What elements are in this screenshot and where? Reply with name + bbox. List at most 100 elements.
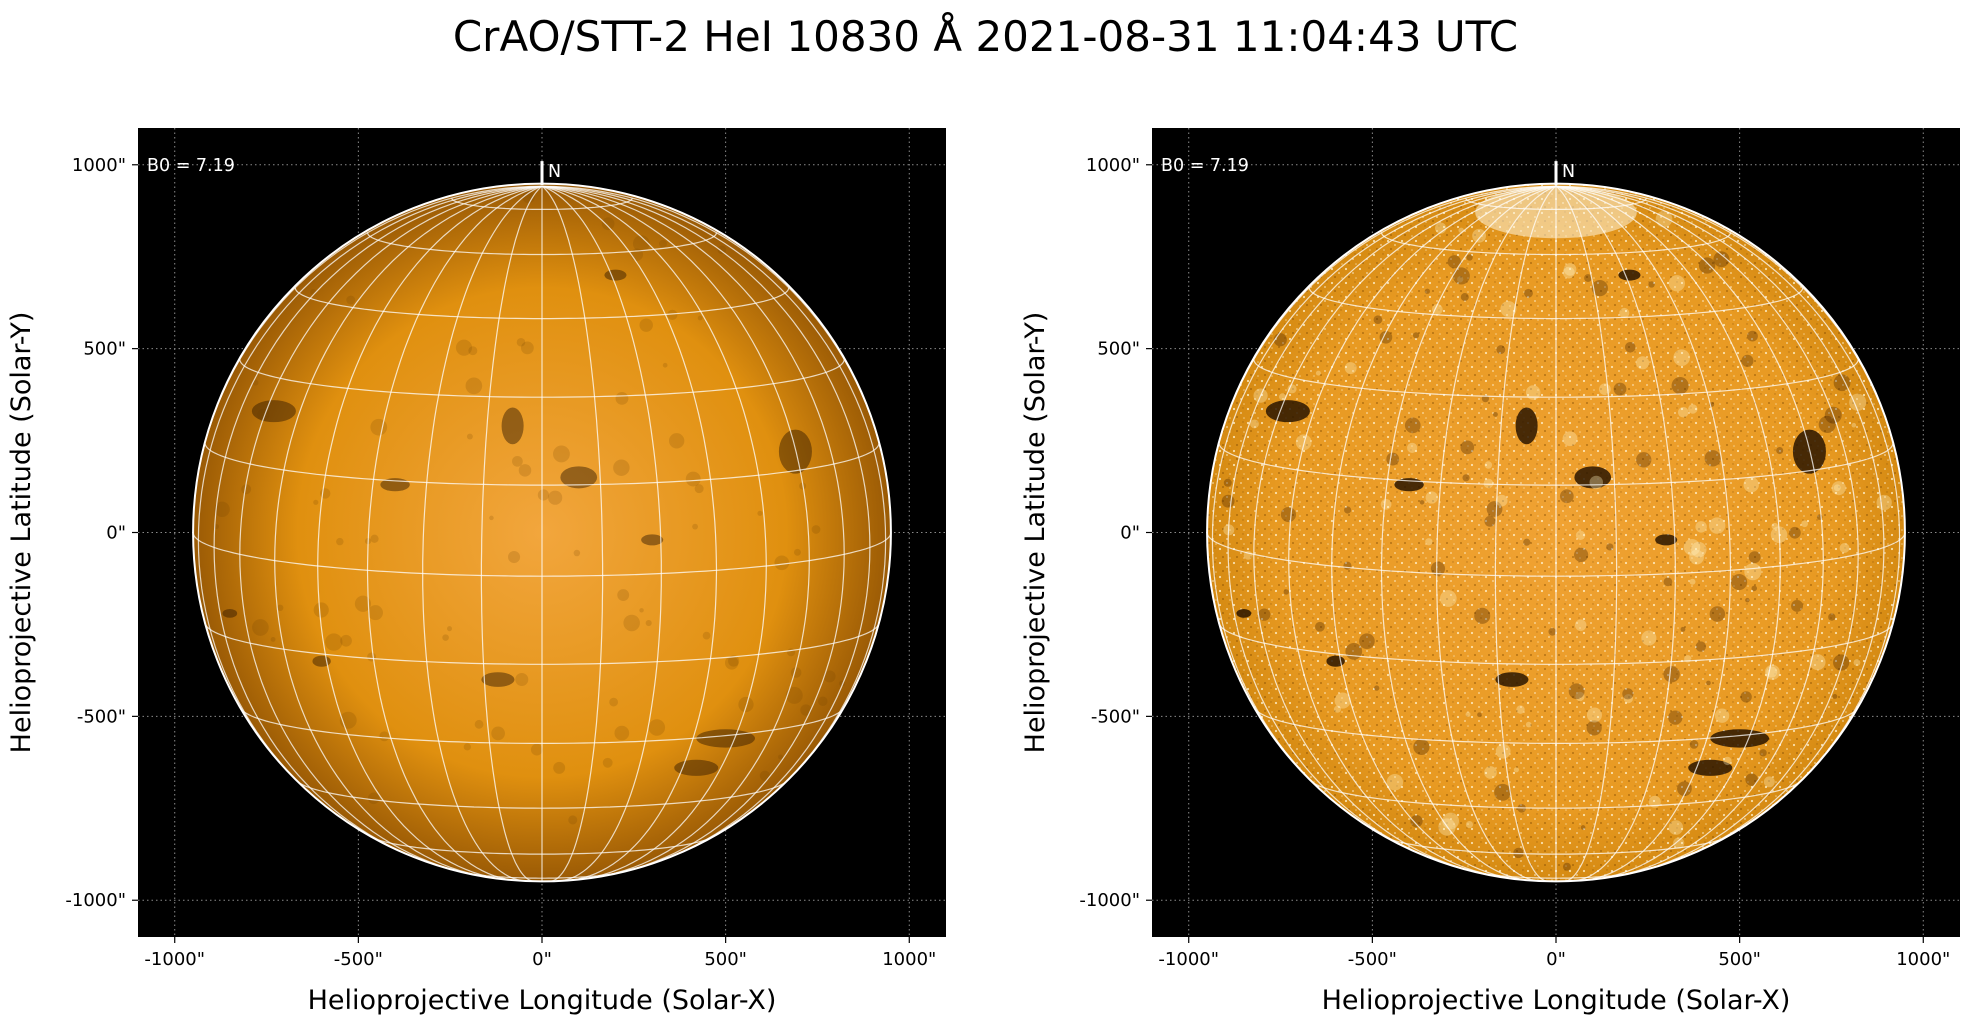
mottle xyxy=(1462,474,1470,482)
mottle xyxy=(1273,333,1287,347)
mottle xyxy=(468,346,478,356)
mottle xyxy=(1771,522,1779,530)
y-tick-label: 1000" xyxy=(72,155,126,176)
mottle xyxy=(1851,422,1857,428)
filament-feature xyxy=(251,400,296,423)
mottle xyxy=(1731,574,1748,591)
x-tick-label: 0" xyxy=(532,949,552,970)
mottle xyxy=(1386,773,1404,791)
mottle xyxy=(1763,776,1775,788)
mottle xyxy=(659,239,667,248)
mottle xyxy=(1525,721,1532,728)
dark-filament-features xyxy=(213,191,845,825)
mottle xyxy=(466,433,473,440)
mottle xyxy=(367,792,380,805)
mottle xyxy=(1598,383,1611,396)
mottle xyxy=(1745,773,1758,786)
x-tick-label: 1000" xyxy=(1896,949,1950,970)
mottle xyxy=(1673,349,1690,366)
mottle xyxy=(520,341,534,355)
mottle xyxy=(1689,578,1696,585)
filament-feature xyxy=(1326,655,1345,667)
mottle xyxy=(1613,382,1627,396)
mottle xyxy=(1619,307,1630,318)
mottle xyxy=(1295,434,1312,451)
mottle xyxy=(508,550,521,564)
mottle xyxy=(1591,279,1608,297)
mottle xyxy=(1809,654,1826,671)
mottle xyxy=(1484,766,1497,779)
mottle xyxy=(811,525,821,534)
mottle xyxy=(1709,606,1726,622)
mottle xyxy=(617,589,630,601)
mottle xyxy=(1574,619,1587,631)
mottle xyxy=(276,604,284,612)
mottle xyxy=(1818,415,1836,434)
mottle xyxy=(1380,498,1392,510)
mottle xyxy=(639,318,653,332)
mottle xyxy=(1689,549,1704,565)
b0-label: B0 = 7.19 xyxy=(1161,156,1249,176)
heliographic-grid-line xyxy=(1555,185,1885,860)
mottle xyxy=(1683,539,1701,556)
y-tick-label: 500" xyxy=(1097,339,1140,360)
mottle xyxy=(1586,720,1602,736)
mottle xyxy=(1563,263,1577,276)
filament-feature xyxy=(1236,608,1252,618)
mottle xyxy=(1258,608,1271,621)
mottle xyxy=(1559,489,1574,504)
heliographic-grid-line xyxy=(1288,185,1557,878)
filament-feature xyxy=(1655,534,1678,546)
mottle xyxy=(648,719,666,736)
mottle xyxy=(447,626,453,632)
mottle xyxy=(609,697,618,707)
mottle xyxy=(1442,812,1460,830)
mottle xyxy=(1344,506,1352,514)
mottle xyxy=(1280,506,1297,523)
heliographic-grid-line xyxy=(1253,185,1557,872)
mottle xyxy=(340,634,352,647)
y-axis-label: Helioprojective Latitude (Solar-Y) xyxy=(1020,312,1051,754)
mottle xyxy=(823,670,836,683)
heliographic-grid-line xyxy=(422,185,543,882)
mottle xyxy=(336,537,344,546)
mottle xyxy=(1698,257,1716,274)
mottle xyxy=(1714,708,1730,723)
x-tick-label: -500" xyxy=(334,949,383,970)
mottle xyxy=(1575,530,1586,541)
heliographic-grid-line xyxy=(1555,185,1618,882)
mottle xyxy=(1494,783,1512,801)
mottle xyxy=(1221,494,1235,508)
mottle xyxy=(465,377,483,395)
mottle xyxy=(615,391,629,405)
mottle xyxy=(1373,315,1383,325)
heliographic-grid-line xyxy=(1331,185,1557,880)
mottle xyxy=(1425,491,1438,504)
mottle xyxy=(1740,691,1752,703)
mottle xyxy=(325,633,343,651)
mottle xyxy=(370,534,379,543)
mottle xyxy=(1495,743,1511,759)
y-tick-label: 1000" xyxy=(1086,155,1140,176)
heliographic-grid xyxy=(193,185,891,882)
x-tick-label: 1000" xyxy=(882,949,936,970)
mottle xyxy=(1500,300,1517,318)
mottle xyxy=(1439,590,1457,607)
filament-feature xyxy=(560,466,598,489)
mottle xyxy=(1410,815,1423,828)
mottle xyxy=(1419,500,1425,505)
mottle xyxy=(645,620,652,627)
mottle xyxy=(778,754,783,760)
mottle xyxy=(379,731,390,742)
mottle xyxy=(463,743,471,751)
mottle xyxy=(553,761,566,774)
heliographic-grid-line xyxy=(197,185,543,818)
mottle xyxy=(1663,666,1680,683)
mottle xyxy=(1635,356,1650,370)
mottle xyxy=(1492,411,1498,417)
mottle xyxy=(553,445,570,463)
heliographic-grid-line xyxy=(541,185,767,880)
mottle xyxy=(614,725,630,741)
mottle xyxy=(1584,274,1592,282)
mottle xyxy=(1484,461,1493,469)
